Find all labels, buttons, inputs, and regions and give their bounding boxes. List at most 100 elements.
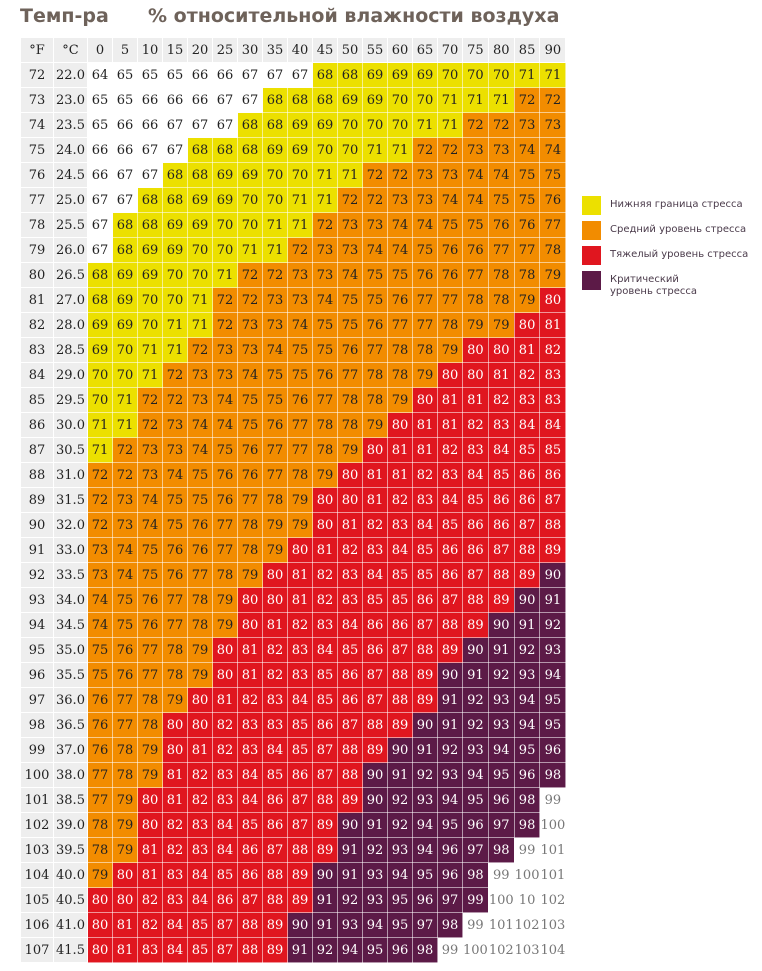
celsius-cell: 36.0 <box>53 687 88 713</box>
thi-cell: 69 <box>212 162 238 188</box>
humidity-header: 15 <box>162 37 188 63</box>
thi-cell: 73 <box>312 237 338 263</box>
thi-cell: 80 <box>287 537 313 563</box>
thi-cell: 68 <box>87 287 113 313</box>
header-row: °F °C 0 5 10 15 20 25 30 35 40 45 50 55 60 65 70 75 80 85… <box>20 37 567 63</box>
thi-cell: 81 <box>462 387 489 413</box>
thi-cell: 66 <box>87 137 113 163</box>
thi-cell: 81 <box>513 337 541 363</box>
thi-cell: 72 <box>412 137 438 163</box>
thi-cell: 78 <box>112 762 138 788</box>
thi-cell: 71 <box>162 337 188 363</box>
thi-cell: 69 <box>237 162 263 188</box>
table-row: 89 31.5 72 73 74 75 75 76 77 78 79 80 80 81 82 83 84 85 86… <box>20 487 567 513</box>
thi-cell: 72 <box>462 112 489 138</box>
thi-cell: 72 <box>487 112 515 138</box>
thi-cell: 70 <box>312 137 338 163</box>
thi-cell: 76 <box>212 462 238 488</box>
thi-cell: 84 <box>462 462 489 488</box>
thi-cell: 70 <box>187 237 213 263</box>
thi-cell: 83 <box>262 712 288 738</box>
thi-cell: 70 <box>487 62 515 88</box>
thi-cell: 73 <box>262 287 288 313</box>
legend-item-mid: Средний уровень стресса <box>582 221 760 246</box>
thi-cell: 74 <box>462 187 489 213</box>
thi-cell: 80 <box>487 337 515 363</box>
celsius-cell: 27.0 <box>53 287 88 313</box>
thi-cell: 74 <box>387 212 413 238</box>
thi-cell: 77 <box>112 712 138 738</box>
thi-cell: 65 <box>162 62 188 88</box>
thi-cell: 72 <box>187 337 213 363</box>
thi-cell: 69 <box>187 212 213 238</box>
thi-cell: 86 <box>412 587 438 613</box>
thi-cell: 86 <box>287 762 313 788</box>
thi-cell: 70 <box>87 362 113 388</box>
fahrenheit-cell: 80 <box>20 262 54 288</box>
celsius-cell: 37.0 <box>53 737 88 763</box>
thi-cell: 65 <box>137 62 163 88</box>
thi-cell: 80 <box>437 362 463 388</box>
thi-cell: 91 <box>412 737 438 763</box>
thi-cell: 94 <box>539 662 567 688</box>
thi-cell: 74 <box>312 287 338 313</box>
thi-cell: 94 <box>462 762 489 788</box>
thi-cell: 84 <box>337 612 363 638</box>
thi-cell: 87 <box>487 537 515 563</box>
thi-cell: 98 <box>487 837 515 863</box>
thi-cell: 80 <box>187 687 213 713</box>
thi-cell: 73 <box>87 562 113 588</box>
thi-cell: 71 <box>437 87 463 113</box>
thi-cell: 86 <box>237 837 263 863</box>
thi-cell: 71 <box>312 162 338 188</box>
thi-cell: 80 <box>212 637 238 663</box>
thi-cell: 80 <box>162 712 188 738</box>
thi-cell: 102 <box>487 937 515 963</box>
thi-cell: 82 <box>362 512 388 538</box>
temperature-title: Темп-ра <box>20 5 109 27</box>
thi-cell: 85 <box>237 812 263 838</box>
thi-cell: 73 <box>412 187 438 213</box>
thi-cell: 65 <box>112 87 138 113</box>
thi-cell: 85 <box>437 512 463 538</box>
thi-cell: 90 <box>362 762 388 788</box>
thi-cell: 72 <box>287 237 313 263</box>
thi-cell: 94 <box>437 787 463 813</box>
thi-cell: 80 <box>262 587 288 613</box>
thi-cell: 88 <box>337 737 363 763</box>
table-row: 80 26.5 68 69 69 70 70 71 72 72 73 73 74 75 75 76 76 77 78… <box>20 262 567 288</box>
thi-cell: 78 <box>187 587 213 613</box>
thi-cell: 77 <box>187 562 213 588</box>
thi-cell: 104 <box>539 937 567 963</box>
thi-cell: 79 <box>487 312 515 338</box>
thi-cell: 73 <box>287 287 313 313</box>
thi-cell: 69 <box>162 237 188 263</box>
celsius-cell: 29.0 <box>53 362 88 388</box>
thi-cell: 70 <box>87 387 113 413</box>
thi-cell: 69 <box>412 62 438 88</box>
thi-cell: 80 <box>312 512 338 538</box>
thi-cell: 84 <box>237 762 263 788</box>
thi-cell: 72 <box>362 187 388 213</box>
thi-cell: 68 <box>112 212 138 238</box>
fahrenheit-cell: 99 <box>20 737 54 763</box>
thi-cell: 70 <box>162 262 188 288</box>
thi-cell: 72 <box>87 487 113 513</box>
thi-cell: 70 <box>212 212 238 238</box>
thi-cell: 85 <box>287 712 313 738</box>
thi-cell: 74 <box>137 512 163 538</box>
thi-cell: 80 <box>362 437 388 463</box>
table-row: 88 31.0 72 72 73 74 75 76 76 77 78 79 80 81 81 82 83 84 85… <box>20 462 567 488</box>
thi-cell: 89 <box>539 537 567 563</box>
thi-cell: 80 <box>137 812 163 838</box>
fahrenheit-cell: 82 <box>20 312 54 338</box>
thi-cell: 74 <box>437 187 463 213</box>
thi-cell: 82 <box>137 912 163 938</box>
celsius-cell: 25.0 <box>53 187 88 213</box>
fahrenheit-cell: 95 <box>20 637 54 663</box>
legend-label: Тяжелый уровень стресса <box>610 249 749 260</box>
thi-cell: 97 <box>487 812 515 838</box>
thi-cell: 72 <box>539 87 567 113</box>
thi-cell: 80 <box>87 937 113 963</box>
thi-cell: 76 <box>87 712 113 738</box>
